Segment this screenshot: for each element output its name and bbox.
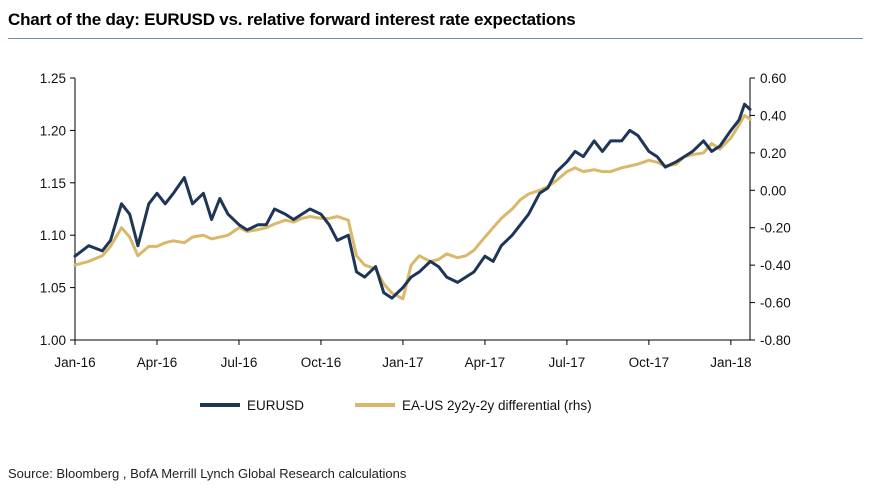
x-tick-label: Jul-16 bbox=[221, 355, 258, 370]
x-tick-label: Apr-17 bbox=[465, 355, 506, 370]
chart-legend: EURUSD EA-US 2y2y-2y differential (rhs) bbox=[200, 398, 592, 413]
eurusd-line bbox=[73, 102, 752, 300]
right-tick-label: -0.80 bbox=[760, 333, 791, 348]
left-tick-label: 1.05 bbox=[40, 281, 66, 296]
right-tick-label: 0.00 bbox=[760, 183, 786, 198]
right-tick-label: -0.40 bbox=[760, 258, 791, 273]
legend-eurusd-label: EURUSD bbox=[247, 398, 304, 413]
x-tick-label: Jan-17 bbox=[382, 355, 423, 370]
chart-title: Chart of the day: EURUSD vs. relative fo… bbox=[8, 10, 576, 29]
title-divider bbox=[8, 38, 863, 39]
right-tick-label: -0.20 bbox=[760, 221, 791, 236]
chart-axes: 1.00 1.05 1.10 1.15 1.20 1.25 -0.80 -0.60 -0.40 -… bbox=[40, 71, 791, 370]
chart-series bbox=[73, 102, 752, 301]
legend-rate-differential-label: EA-US 2y2y-2y differential (rhs) bbox=[402, 398, 592, 413]
left-tick-label: 1.25 bbox=[40, 71, 66, 86]
rate-differential-line bbox=[73, 113, 752, 301]
right-tick-label: -0.60 bbox=[760, 296, 791, 311]
left-tick-label: 1.00 bbox=[40, 333, 66, 348]
x-tick-label: Apr-16 bbox=[137, 355, 178, 370]
left-tick-label: 1.20 bbox=[40, 123, 66, 138]
x-tick-label: Jan-16 bbox=[54, 355, 95, 370]
x-tick-label: Jan-18 bbox=[710, 355, 751, 370]
right-tick-label: 0.40 bbox=[760, 108, 786, 123]
source-note: Source: Bloomberg , BofA Merrill Lynch G… bbox=[8, 466, 407, 481]
x-tick-label: Jul-17 bbox=[549, 355, 586, 370]
x-tick-label: Oct-17 bbox=[629, 355, 670, 370]
left-tick-label: 1.15 bbox=[40, 176, 66, 191]
right-tick-label: 0.20 bbox=[760, 146, 786, 161]
x-tick-label: Oct-16 bbox=[301, 355, 342, 370]
right-tick-label: 0.60 bbox=[760, 71, 786, 86]
left-tick-label: 1.10 bbox=[40, 228, 66, 243]
